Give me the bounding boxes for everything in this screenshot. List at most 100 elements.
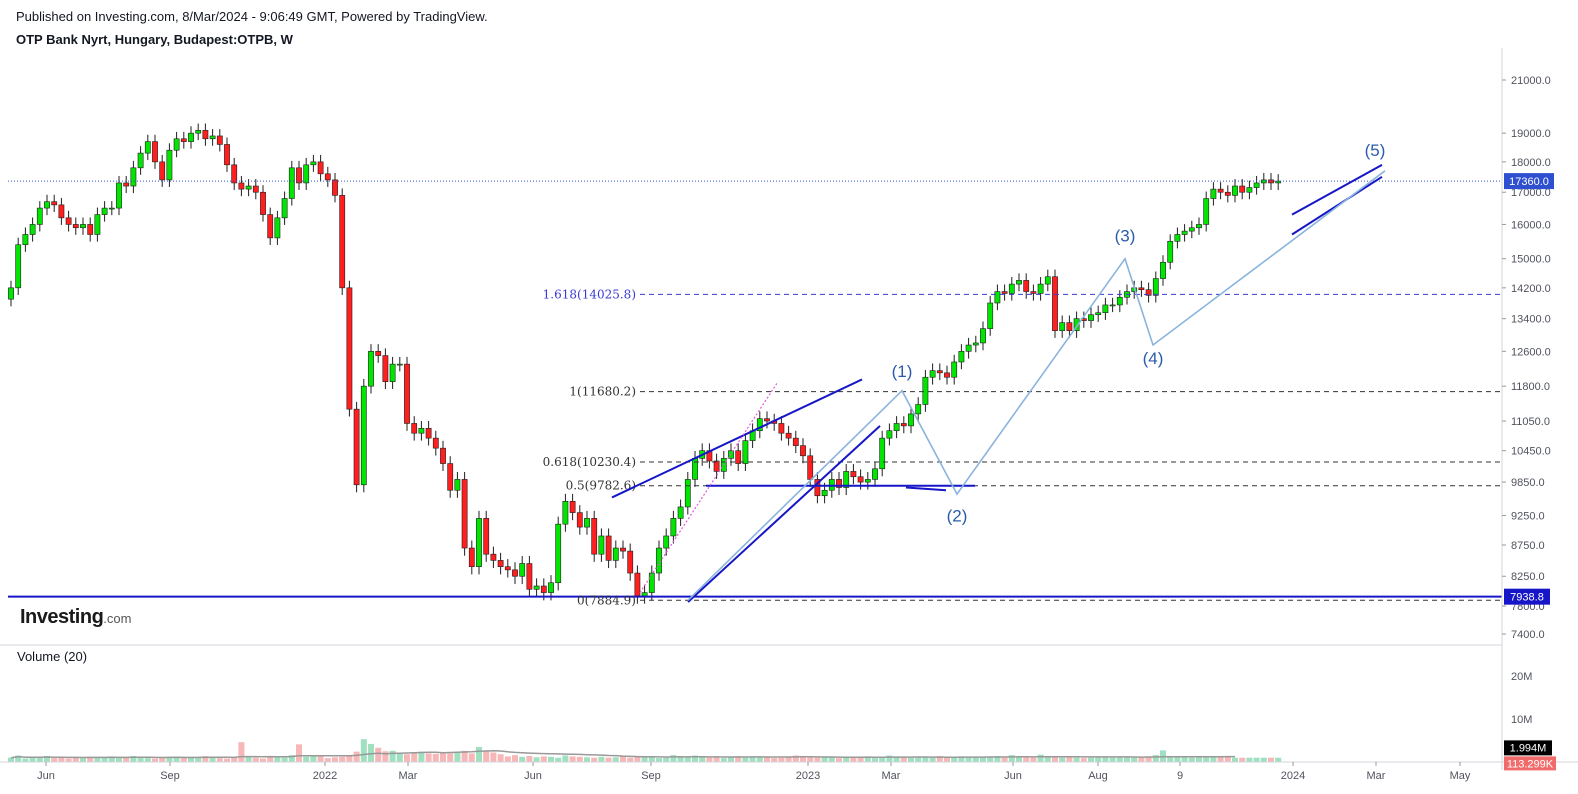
candle-down: [1224, 191, 1231, 196]
volume-bar-down: [238, 742, 245, 762]
volume-bar-up: [1188, 757, 1195, 762]
candle-up: [173, 138, 180, 151]
candle-down: [332, 179, 338, 196]
candle-down: [483, 518, 490, 555]
candle-up: [22, 234, 29, 246]
wave-label: (1): [892, 362, 913, 381]
volume-bar-down: [605, 757, 612, 762]
volume-bar-down: [1239, 757, 1246, 762]
volume-bar-up: [980, 756, 986, 762]
wave-label: (2): [947, 506, 968, 525]
candle-down: [440, 447, 446, 464]
volume-bar-down: [461, 750, 468, 762]
candle-up: [80, 224, 86, 229]
candle-down: [123, 182, 130, 187]
volume-bar-down: [526, 755, 533, 762]
volume-bar-down: [1023, 757, 1030, 762]
price-tick-label: 9850.0: [1511, 477, 1545, 489]
volume-bar-down: [202, 755, 209, 762]
candle-up: [195, 130, 202, 134]
candle-down: [540, 585, 547, 593]
candle-up: [281, 198, 288, 219]
candle-down: [1052, 276, 1058, 331]
candle-down: [65, 217, 72, 225]
candle-up: [15, 244, 22, 289]
volume-bar-down: [468, 753, 475, 762]
candle-down: [353, 408, 360, 486]
price-tick-label: 19000.0: [1511, 128, 1551, 140]
candle-down: [87, 224, 94, 235]
volume-bar-up: [641, 757, 648, 762]
volume-bar-up: [699, 756, 706, 762]
volume-bar-down: [87, 756, 94, 762]
volume-bar-down: [1138, 757, 1145, 762]
volume-bar-down: [447, 753, 454, 762]
volume-bar-up: [670, 755, 677, 762]
candle-down: [1217, 188, 1224, 193]
candle-up: [555, 523, 562, 584]
volume-bar-up: [368, 743, 374, 762]
volume-bar-up: [612, 757, 619, 762]
volume-bar-down: [72, 757, 79, 762]
candle-up: [598, 535, 605, 555]
volume-bar-down: [382, 751, 389, 762]
volume-second-label: 113.299K: [1507, 758, 1554, 770]
time-tick-label: 2023: [796, 770, 820, 782]
price-tick-label: 10450.0: [1511, 446, 1551, 458]
wedge-lower-line: [1291, 175, 1383, 236]
candle-up: [1181, 230, 1188, 235]
candle-up: [612, 547, 619, 561]
volume-bar-up: [893, 756, 900, 762]
candle-down: [526, 563, 533, 590]
support-price-label: 7938.8: [1510, 592, 1544, 604]
candle-down: [224, 144, 230, 166]
candle-down: [260, 191, 266, 215]
candle-down: [72, 224, 79, 229]
volume-bar-down: [706, 757, 713, 762]
candle-up: [648, 572, 655, 593]
candle-up: [641, 592, 648, 597]
price-tick-label: 21000.0: [1511, 75, 1551, 87]
volume-bar-down: [814, 757, 821, 762]
volume-bar-up: [44, 755, 50, 762]
axes: 21000.0 19000.0 18000.0 17000.0 16000.0 15000…: [0, 48, 1578, 782]
volume-bar-down: [375, 747, 382, 762]
candle-down: [461, 479, 468, 549]
candle-down: [324, 173, 331, 181]
volume-bar-down: [224, 758, 230, 762]
candle-down: [836, 479, 842, 488]
candle-down: [807, 455, 814, 480]
volume-bar-up: [1174, 757, 1181, 762]
candle-up: [663, 535, 670, 549]
candle-up: [951, 361, 958, 378]
time-tick-label: Mar: [882, 770, 901, 782]
candle-down: [404, 363, 410, 424]
candle-up: [821, 489, 828, 497]
candle-up: [980, 328, 986, 344]
candle-down: [375, 351, 382, 356]
volume-bar-up: [821, 757, 828, 762]
candle-up: [1037, 283, 1044, 294]
candle-down: [764, 418, 770, 422]
candle-down: [267, 214, 274, 239]
candle-up: [476, 518, 482, 567]
candle-down: [857, 476, 864, 483]
volume-bar-down: [807, 756, 814, 762]
volume-bar-up: [987, 756, 994, 762]
candle-up: [1253, 182, 1260, 188]
wedge-upper-line: [1291, 163, 1383, 216]
candle-up: [958, 351, 965, 363]
candle-up: [1210, 188, 1217, 199]
volume-bar-down: [490, 752, 497, 762]
volume-bar-up: [195, 757, 202, 762]
volume-bar-up: [144, 758, 151, 762]
volume-second-badge: [1504, 756, 1556, 771]
volume-bar-up: [684, 756, 691, 762]
candle-down: [936, 370, 943, 374]
candle-up: [288, 167, 295, 199]
time-tick-label: Aug: [1088, 770, 1108, 782]
volume-bar-up: [360, 739, 367, 762]
volume-bar-down: [735, 756, 742, 762]
volume-value-label: 1.994M: [1510, 742, 1547, 754]
